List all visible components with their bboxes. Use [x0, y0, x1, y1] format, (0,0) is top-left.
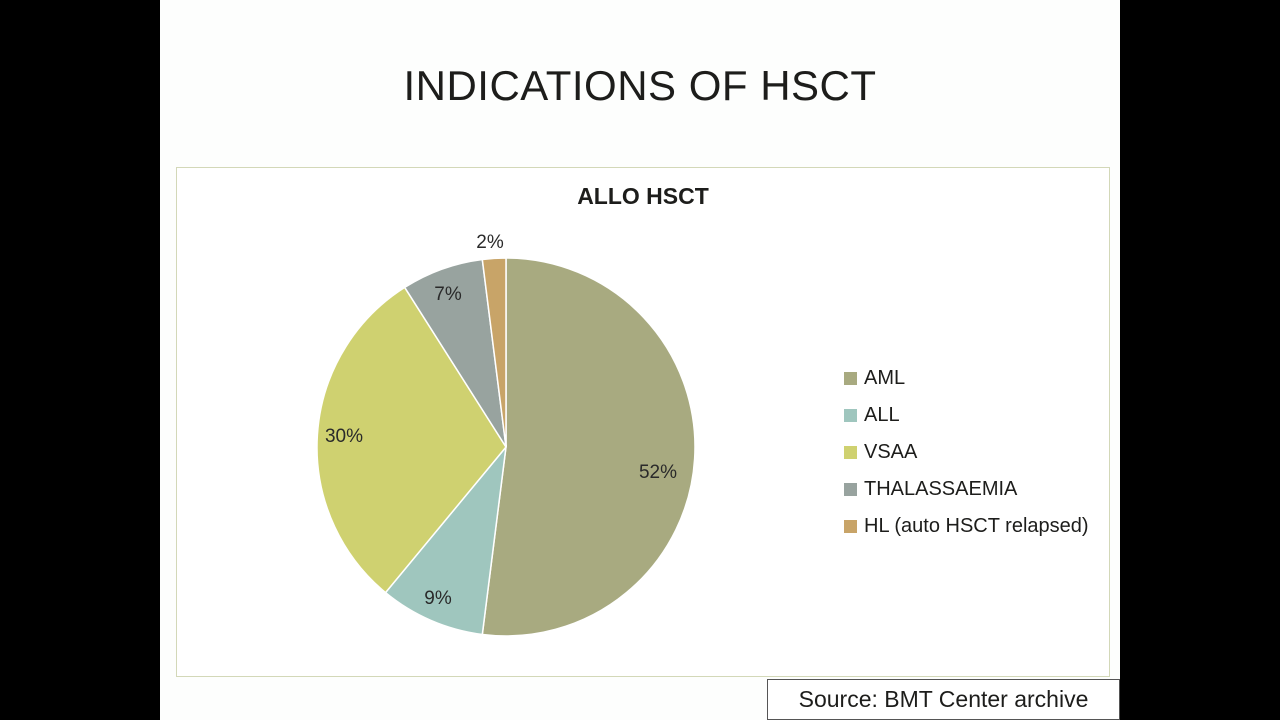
slice-label: 52%	[639, 462, 677, 483]
slice-label: 2%	[476, 232, 504, 253]
legend-swatch	[844, 483, 857, 496]
legend-label: VSAA	[864, 441, 918, 463]
slice-label: 7%	[434, 284, 462, 305]
legend-swatch	[844, 372, 857, 385]
chart-title: ALLO HSCT	[577, 183, 709, 209]
legend-swatch	[844, 409, 857, 422]
legend-item: VSAA	[844, 434, 1089, 471]
slide: INDICATIONS OF HSCT ALLO HSCT 52% 9% 30% 7%…	[160, 0, 1120, 720]
legend-swatch	[844, 446, 857, 459]
legend-label: AML	[864, 367, 906, 389]
slice-label: 9%	[424, 588, 452, 609]
pie-slice-aml	[481, 257, 696, 637]
legend-item: AML	[844, 360, 1089, 397]
pie-slice-hl-auto-hsct-relapsed	[481, 257, 507, 448]
legend-label: HL (auto HSCT relapsed)	[864, 515, 1089, 537]
legend-label: ALL	[864, 404, 900, 426]
pie-chart: 52% 9% 30% 7% 2%	[316, 232, 696, 637]
pie-slice-vsaa	[316, 286, 507, 594]
legend-item: HL (auto HSCT relapsed)	[844, 508, 1089, 545]
pie-slice-all	[384, 444, 508, 636]
legend-item: THALASSAEMIA	[844, 471, 1089, 508]
slice-label: 30%	[325, 426, 363, 447]
slide-title: INDICATIONS OF HSCT	[403, 62, 877, 109]
source-caption: Source: BMT Center archive	[767, 679, 1120, 720]
legend-item: ALL	[844, 397, 1089, 434]
legend-swatch	[844, 520, 857, 533]
legend-label: THALASSAEMIA	[864, 478, 1018, 500]
chart-legend: AML ALL VSAA THALASSAEMIA HL (auto HSCT rela…	[844, 360, 1089, 545]
